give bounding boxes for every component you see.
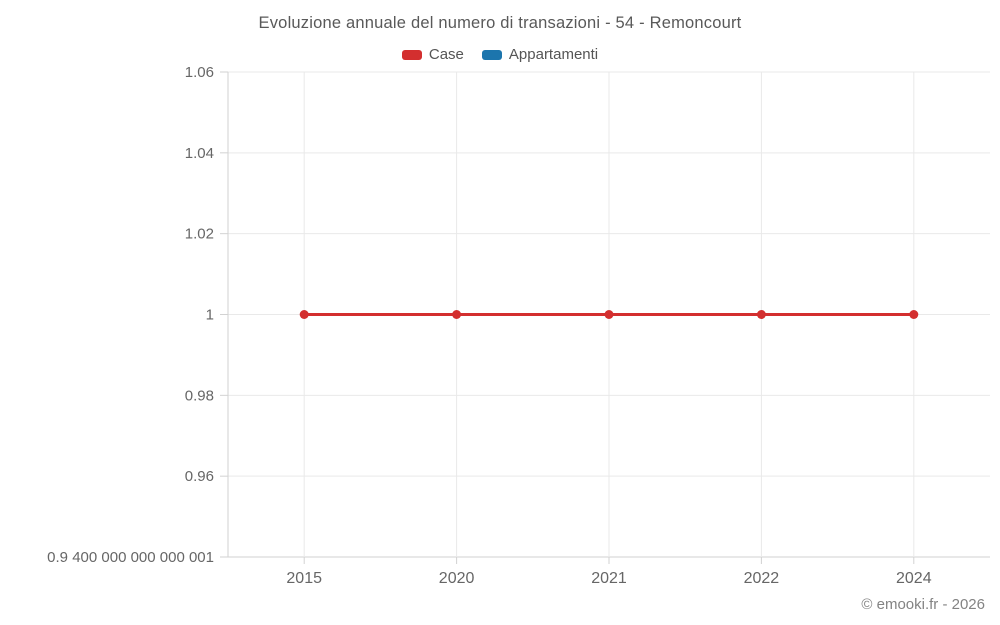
y-tick-label: 1.06 (185, 64, 214, 81)
x-tick-label: 2024 (896, 570, 932, 587)
data-point-case-2021[interactable] (604, 310, 614, 319)
legend-label-appartamenti: Appartamenti (508, 46, 599, 63)
legend-label-case: Case (428, 46, 464, 63)
x-tick-label: 2021 (591, 570, 627, 587)
chart-title: Evoluzione annuale del numero di transaz… (258, 14, 742, 32)
y-tick-label: 0.96 (185, 468, 214, 485)
legend-item-appartamenti[interactable]: Appartamenti (481, 46, 599, 63)
y-tick-label: 0.9 400 000 000 000 001 (47, 549, 214, 566)
data-point-case-2020[interactable] (452, 310, 462, 319)
legend-item-case[interactable]: Case (401, 46, 464, 63)
data-point-case-2015[interactable] (299, 310, 309, 319)
copyright-text: © emooki.fr - 2026 (861, 596, 985, 613)
y-tick-label: 1.02 (185, 226, 214, 243)
x-tick-label: 2022 (744, 570, 780, 587)
appartamenti-legend-swatch (481, 49, 502, 60)
y-tick-label: 1 (206, 307, 214, 324)
legend: Case Appartamenti (0, 46, 1000, 63)
data-point-case-2024[interactable] (909, 310, 919, 319)
x-tick-label: 2015 (286, 570, 322, 587)
y-tick-label: 0.98 (185, 387, 214, 404)
case-legend-swatch (401, 49, 422, 60)
data-point-case-2022[interactable] (756, 310, 766, 319)
x-tick-label: 2020 (439, 570, 475, 587)
y-tick-label: 1.04 (185, 145, 214, 162)
